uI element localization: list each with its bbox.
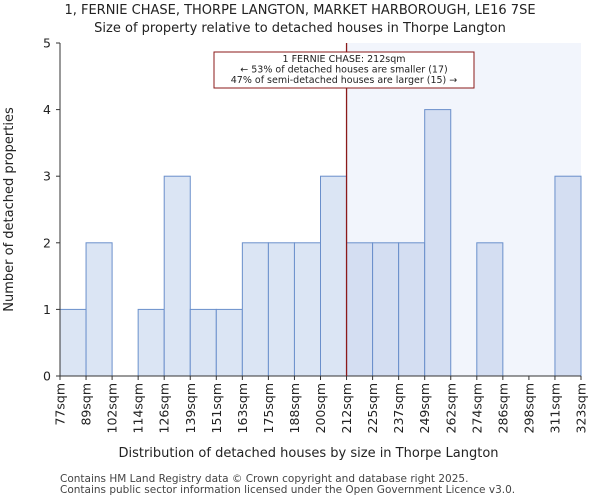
- annotation-line-3: 47% of semi-detached houses are larger (…: [231, 75, 458, 86]
- bar-188sqm: [293, 242, 322, 377]
- x-tick-label-139sqm: 139sqm: [183, 383, 198, 433]
- x-tick-label-200sqm: 200sqm: [313, 383, 328, 433]
- y-tick-label-1: 1: [43, 302, 51, 317]
- x-tick-label-274sqm: 274sqm: [469, 383, 484, 433]
- x-tick-label-114sqm: 114sqm: [131, 383, 146, 433]
- annotation-line-1: 1 FERNIE CHASE: 212sqm: [283, 54, 406, 65]
- bar-163sqm: [241, 242, 269, 377]
- bar-151sqm: [215, 308, 243, 377]
- x-ticks-group: 77sqm 89sqm 102sqm 114sqm 126sqm 139sqm 151sqm…: [53, 376, 589, 433]
- footer-licence: Contains public sector information licen…: [60, 484, 516, 496]
- bar-274sqm: [476, 242, 504, 377]
- x-tick-label-163sqm: 163sqm: [235, 383, 250, 433]
- bar-237sqm: [398, 242, 426, 377]
- y-tick-label-3: 3: [43, 169, 51, 184]
- x-tick-label-225sqm: 225sqm: [365, 383, 380, 433]
- bars-group: [59, 109, 582, 377]
- x-tick-label-286sqm: 286sqm: [495, 383, 510, 433]
- annotation-box: 1 FERNIE CHASE: 212sqm ← 53% of detached…: [213, 51, 475, 89]
- annotation-rect: [213, 51, 475, 89]
- bar-114sqm: [137, 308, 165, 377]
- y-tick-label-4: 4: [43, 102, 51, 117]
- y-ticks-group: 0 1 2 3 4 5: [43, 36, 60, 384]
- bar-175sqm: [267, 242, 295, 377]
- x-tick-label-323sqm: 323sqm: [574, 383, 589, 433]
- bar-249sqm: [424, 109, 452, 377]
- chart-subtitle: Size of property relative to detached ho…: [94, 21, 506, 36]
- bar-77sqm: [59, 308, 87, 377]
- bar-139sqm: [189, 308, 217, 377]
- x-tick-label-102sqm: 102sqm: [105, 383, 120, 433]
- x-tick-label-89sqm: 89sqm: [79, 383, 94, 426]
- x-tick-label-175sqm: 175sqm: [261, 383, 276, 433]
- bar-200sqm: [320, 175, 348, 377]
- x-tick-label-212sqm: 212sqm: [339, 383, 354, 433]
- x-axis-label: Distribution of detached houses by size …: [118, 446, 498, 461]
- y-axis-label: Number of detached properties: [2, 107, 17, 312]
- x-tick-label-77sqm: 77sqm: [53, 383, 68, 426]
- footer-copyright: Contains HM Land Registry data © Crown c…: [60, 473, 469, 485]
- x-tick-label-298sqm: 298sqm: [521, 383, 536, 433]
- bar-89sqm: [85, 242, 113, 377]
- bar-126sqm: [163, 175, 191, 377]
- x-tick-label-188sqm: 188sqm: [287, 383, 302, 433]
- y-tick-label-0: 0: [43, 369, 51, 384]
- annotation-line-2: ← 53% of detached houses are smaller (17…: [240, 65, 447, 76]
- x-tick-label-126sqm: 126sqm: [157, 383, 172, 433]
- x-tick-label-262sqm: 262sqm: [443, 383, 458, 433]
- y-tick-label-5: 5: [43, 36, 51, 51]
- x-tick-label-249sqm: 249sqm: [417, 383, 432, 433]
- chart-title: 1, FERNIE CHASE, THORPE LANGTON, MARKET …: [64, 3, 536, 18]
- x-tick-label-237sqm: 237sqm: [391, 383, 406, 433]
- bar-311sqm: [554, 175, 582, 377]
- x-tick-label-151sqm: 151sqm: [209, 383, 224, 433]
- bar-225sqm: [372, 242, 400, 377]
- y-tick-label-2: 2: [43, 235, 51, 250]
- bar-212sqm: [346, 242, 374, 377]
- x-tick-label-311sqm: 311sqm: [547, 383, 562, 433]
